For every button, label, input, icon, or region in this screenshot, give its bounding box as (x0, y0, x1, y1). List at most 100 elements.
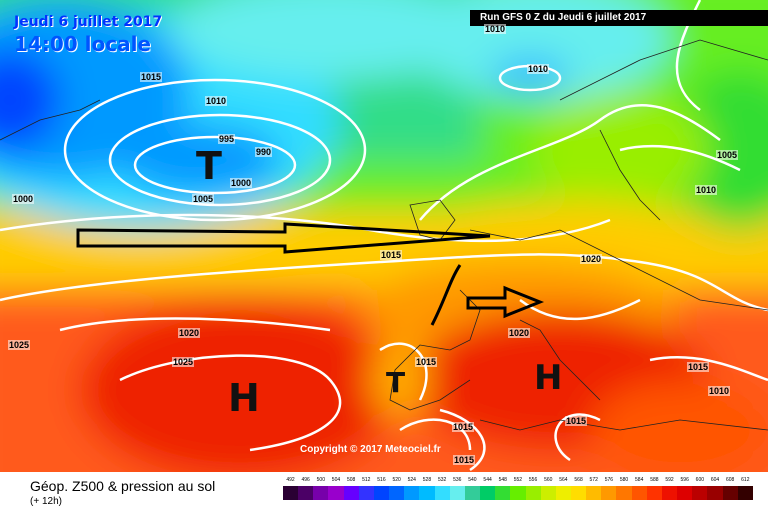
isobar-label: 1010 (205, 96, 228, 106)
scale-swatch (464, 486, 481, 500)
scale-swatch (737, 486, 753, 500)
scale-label: 584 (635, 477, 644, 483)
scale-swatch (525, 486, 541, 500)
isobar-label: 1015 (687, 362, 710, 372)
high-pressure-symbol: H (534, 358, 563, 398)
scale-swatch (449, 486, 465, 500)
legend-subtitle: (+ 12h) (30, 496, 62, 507)
scale-label: 548 (498, 477, 507, 483)
isobar-label: 1025 (8, 340, 31, 350)
isobar-label: 995 (218, 134, 236, 144)
forecast-date: Jeudi 6 juillet 2017 (14, 14, 163, 30)
scale-label: 588 (650, 477, 659, 483)
scale-label: 508 (346, 477, 356, 483)
scale-label: 592 (665, 477, 674, 483)
isobar-label: 1020 (178, 328, 201, 338)
isobar-label: 1015 (452, 422, 475, 432)
isobar-label: 1005 (192, 194, 215, 204)
scale-label: 608 (726, 477, 735, 483)
scale-label: 556 (528, 477, 538, 483)
coastlines (0, 39, 768, 431)
flow-arrows (76, 222, 545, 326)
scale-label: 560 (544, 477, 553, 483)
scale-swatch (540, 486, 556, 500)
scale-swatch (404, 486, 420, 500)
weather-map: Jeudi 6 juillet 2017 14:00 locale Run GF… (0, 0, 768, 472)
scale-swatch (646, 486, 662, 500)
isobar-label: 1010 (527, 64, 550, 74)
scale-label: 580 (619, 477, 629, 483)
geopotential-field (0, 0, 768, 472)
scale-swatch (495, 486, 511, 500)
scale-label: 528 (422, 477, 432, 483)
forecast-time: 14:00 locale (14, 32, 151, 56)
scale-swatch (283, 486, 299, 500)
scale-label: 504 (331, 477, 341, 483)
scale-label: 540 (468, 477, 477, 483)
isobar-label: 1000 (12, 194, 35, 204)
isobar-label: 990 (255, 147, 273, 157)
scale-label: 500 (316, 477, 325, 483)
isobar-label: 1015 (380, 250, 403, 260)
scale-swatch (722, 486, 738, 500)
color-scale-bar (283, 486, 753, 500)
scale-label: 532 (437, 477, 447, 483)
scale-swatch (601, 486, 617, 500)
scale-label: 612 (741, 477, 750, 483)
scale-label: 564 (559, 477, 568, 483)
isobar-label: 1015 (565, 416, 588, 426)
scale-swatch (343, 486, 359, 500)
copyright-text: Copyright © 2017 Meteociel.fr (300, 444, 441, 455)
scale-label: 604 (710, 477, 720, 483)
legend-footer: Géop. Z500 & pression au sol (+ 12h) 492… (0, 472, 768, 512)
scale-swatch (298, 486, 314, 500)
isobar-label: 1005 (716, 150, 739, 160)
scale-label: 492 (286, 477, 295, 483)
isobar-label: 1015 (415, 357, 438, 367)
scale-label: 596 (680, 477, 689, 483)
scale-swatch (570, 486, 587, 500)
scale-label: 568 (574, 477, 583, 483)
scale-swatch (692, 486, 708, 500)
scale-label: 496 (301, 477, 310, 483)
scale-label: 544 (483, 477, 492, 483)
isobar-label: 1025 (172, 357, 195, 367)
scale-label: 516 (377, 477, 386, 483)
scale-label: 576 (604, 477, 614, 483)
isobar-label: 1010 (484, 24, 507, 34)
isobar-label: 1010 (695, 185, 718, 195)
scale-swatch (707, 486, 723, 500)
scale-label: 552 (513, 477, 523, 483)
scale-swatch (373, 486, 390, 500)
scale-label: 572 (589, 477, 598, 483)
isobar-label: 1000 (230, 178, 253, 188)
scale-swatch (389, 486, 405, 500)
scale-swatch (510, 486, 526, 500)
isobar-label: 1015 (140, 72, 163, 82)
scale-swatch (419, 486, 435, 500)
isobar-label: 1020 (580, 254, 603, 264)
low-pressure-symbol: T (386, 366, 406, 399)
high-pressure-symbol: H (228, 376, 260, 420)
scale-swatch (631, 486, 647, 500)
scale-swatch (434, 486, 450, 500)
scale-swatch (661, 486, 678, 500)
scale-swatch (586, 486, 602, 500)
scale-swatch (480, 486, 496, 500)
color-scale-labels: 492 496 500 504 508 512 516 520 524 528 532 536 540 5… (283, 477, 753, 487)
isobar-label: 1015 (453, 455, 476, 465)
scale-swatch (555, 486, 571, 500)
scale-label: 524 (407, 477, 416, 483)
scale-swatch (313, 486, 329, 500)
scale-label: 536 (453, 477, 462, 483)
scale-swatch (677, 486, 693, 500)
run-info: Run GFS 0 Z du Jeudi 6 juillet 2017 (470, 10, 768, 26)
scale-swatch (358, 486, 374, 500)
legend-title: Géop. Z500 & pression au sol (30, 478, 216, 494)
scale-label: 512 (362, 477, 371, 483)
low-pressure-symbol: T (196, 144, 222, 188)
scale-label: 600 (695, 477, 705, 483)
scale-label: 520 (392, 477, 401, 483)
isobar-label: 1010 (708, 386, 731, 396)
isobar-label: 1020 (508, 328, 531, 338)
